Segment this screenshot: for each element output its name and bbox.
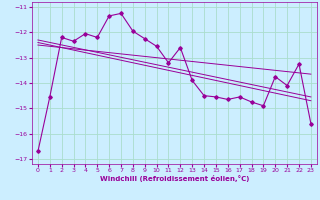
X-axis label: Windchill (Refroidissement éolien,°C): Windchill (Refroidissement éolien,°C) (100, 175, 249, 182)
